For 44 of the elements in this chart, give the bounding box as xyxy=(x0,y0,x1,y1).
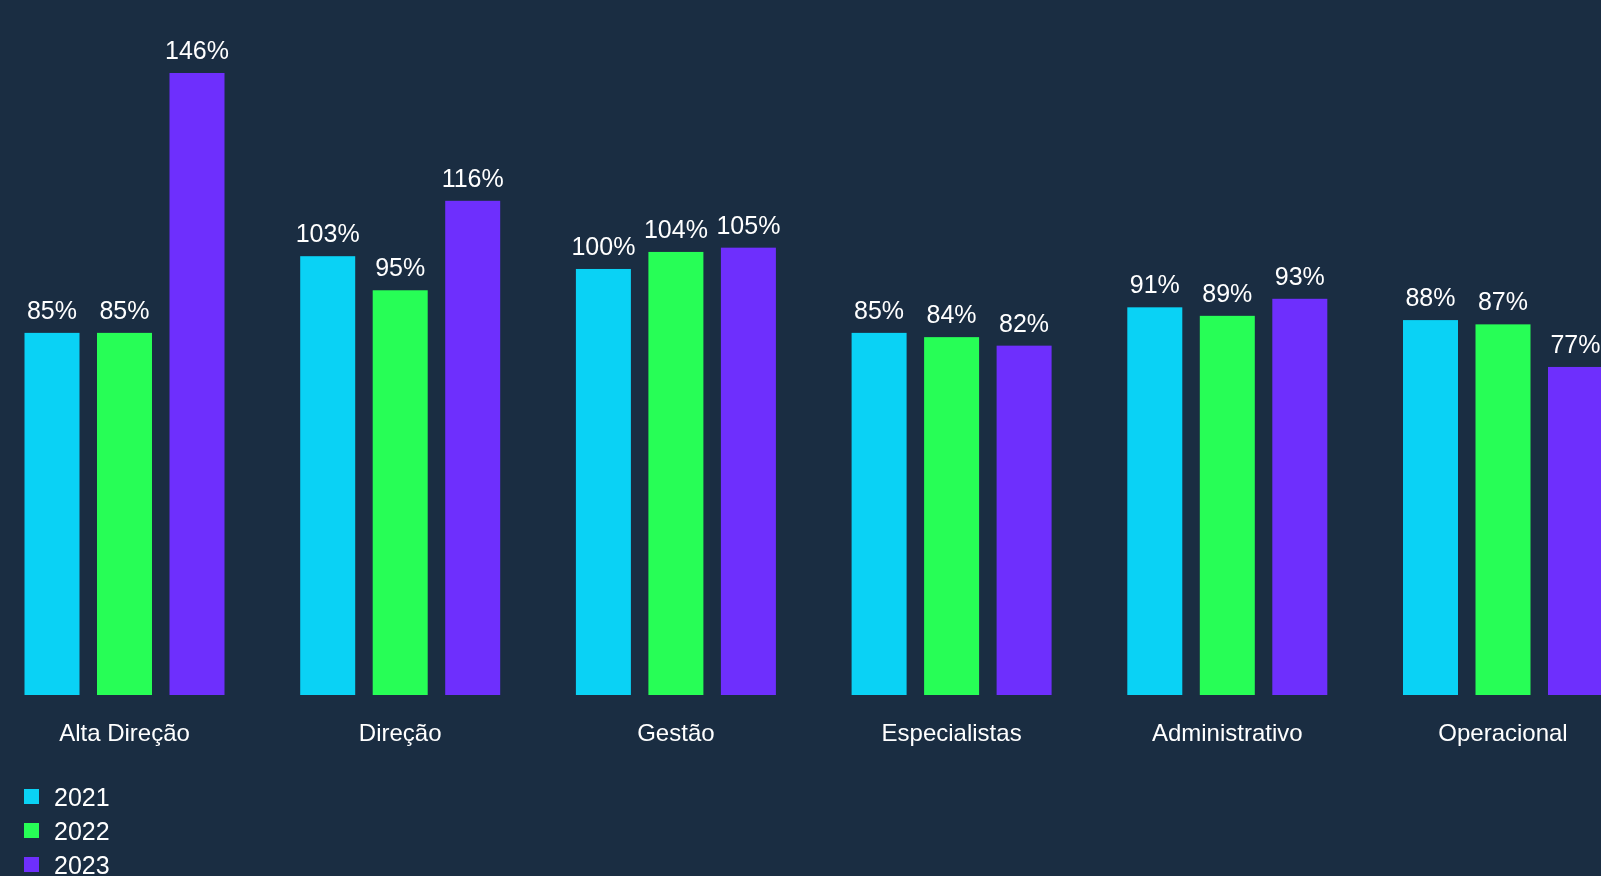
data-label: 87% xyxy=(1477,287,1529,316)
data-label: 77% xyxy=(1550,329,1601,358)
data-label: 100% xyxy=(571,231,636,260)
x-tick-label: Gestão xyxy=(637,719,715,746)
bar xyxy=(1475,324,1531,695)
bar xyxy=(97,332,152,695)
data-label: 95% xyxy=(375,253,426,282)
bar xyxy=(575,268,631,695)
data-label: 85% xyxy=(99,295,150,324)
bar xyxy=(648,251,704,695)
legend-label: 2023 xyxy=(54,851,110,876)
data-label: 93% xyxy=(1274,261,1325,290)
bar xyxy=(924,337,980,695)
data-label: 91% xyxy=(1129,270,1180,299)
x-tick-label: Operacional xyxy=(1438,719,1568,746)
data-label: 146% xyxy=(165,36,229,64)
bar xyxy=(720,247,776,695)
data-label: 116% xyxy=(441,163,504,192)
data-label: 88% xyxy=(1405,283,1456,312)
bar xyxy=(996,345,1052,695)
legend-label: 2021 xyxy=(54,783,110,811)
data-label: 105% xyxy=(716,210,781,239)
legend-label: 2022 xyxy=(54,817,110,845)
bar xyxy=(372,290,428,695)
bar xyxy=(24,332,80,695)
x-tick-label: Direção xyxy=(358,719,442,746)
bar xyxy=(300,256,356,695)
bar xyxy=(851,332,907,695)
bar xyxy=(1127,307,1183,695)
data-label: 104% xyxy=(643,214,708,243)
data-label: 85% xyxy=(854,295,905,324)
bar xyxy=(1272,298,1328,695)
bar xyxy=(445,200,501,695)
data-label: 85% xyxy=(26,295,78,324)
data-label: 103% xyxy=(295,219,360,248)
x-tick-label: Especialistas xyxy=(881,719,1022,746)
bar xyxy=(169,73,225,695)
data-label: 89% xyxy=(1202,278,1253,307)
bar xyxy=(1199,315,1255,695)
x-tick-label: Administrativo xyxy=(1151,719,1303,746)
data-label: 84% xyxy=(926,300,977,329)
data-label: 82% xyxy=(999,308,1050,337)
x-tick-label: Alta Direção xyxy=(59,719,190,746)
bar xyxy=(1403,320,1458,695)
